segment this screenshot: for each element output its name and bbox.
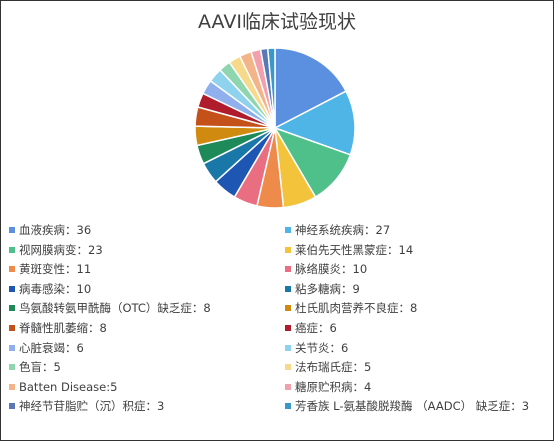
pie-slice-19 xyxy=(266,47,276,129)
legend-label: 神经系统疾病：27 xyxy=(295,223,391,237)
legend-item: 神经节苷脂贮（沉）积症：3 xyxy=(9,397,164,415)
legend-label: 关节炎：6 xyxy=(295,340,349,355)
legend-item: 糖原贮积病：4 xyxy=(285,378,371,396)
legend-label: 癌症：6 xyxy=(295,321,337,335)
legend-label: 脊髓性肌萎缩：8 xyxy=(19,321,107,335)
legend-label: 神经节苷脂贮（沉）积症：3 xyxy=(19,399,165,414)
legend-swatch xyxy=(285,325,291,331)
legend-item: 脉络膜炎：10 xyxy=(285,260,367,278)
pie-slice-0 xyxy=(274,47,348,130)
legend-label: 脉络膜炎：10 xyxy=(295,262,368,277)
legend-swatch xyxy=(9,285,15,292)
legend-swatch xyxy=(285,305,291,312)
legend-label: Batten Disease:5 xyxy=(19,379,118,394)
legend-label: 血液疾病：36 xyxy=(19,223,92,237)
legend-label: 鸟氨酸转氨甲酰酶（OTC）缺乏症：8 xyxy=(19,301,211,316)
legend-label: 视网膜病变：23 xyxy=(19,242,103,257)
legend-label: 糖原贮积病：4 xyxy=(295,379,372,394)
legend-swatch xyxy=(9,403,15,410)
legend-swatch xyxy=(9,266,15,273)
legend-label: 芳香族 L-氨基酸脱羧酶 （AADC） 缺乏症：3 xyxy=(295,399,530,414)
legend-item: Batten Disease:5 xyxy=(9,378,117,396)
legend-swatch xyxy=(285,364,291,371)
legend-item: 脊髓性肌萎缩：8 xyxy=(9,319,107,337)
legend-item: 神经系统疾病：27 xyxy=(285,221,390,239)
legend-item: 癌症：6 xyxy=(285,319,337,337)
legend-swatch xyxy=(9,227,15,233)
legend-swatch xyxy=(285,383,291,390)
legend-item: 莱伯先天性黑蒙症：14 xyxy=(285,241,413,259)
legend-swatch xyxy=(9,305,15,312)
legend-label: 黄斑变性：11 xyxy=(19,262,92,277)
legend-label: 心脏衰竭：6 xyxy=(19,340,84,355)
legend-swatch xyxy=(285,227,291,233)
pie-slice-1 xyxy=(273,90,356,156)
legend-swatch xyxy=(9,325,15,331)
legend-label: 莱伯先天性黑蒙症：14 xyxy=(295,242,414,257)
legend-item: 病毒感染：10 xyxy=(9,280,91,298)
legend-item: 杜氏肌肉营养不良症：8 xyxy=(285,299,417,317)
legend-item: 心脏衰竭：6 xyxy=(9,339,84,357)
legend-item: 视网膜病变：23 xyxy=(9,241,103,259)
legend-item: 黄斑变性：11 xyxy=(9,260,91,278)
legend-item: 关节炎：6 xyxy=(285,339,348,357)
legend-swatch xyxy=(9,344,15,351)
legend-swatch xyxy=(285,246,291,253)
legend-swatch xyxy=(9,364,15,371)
pie-chart xyxy=(194,47,356,209)
legend-swatch xyxy=(285,285,291,292)
legend-label: 色盲：5 xyxy=(19,360,61,375)
legend-swatch xyxy=(285,266,291,273)
legend-item: 鸟氨酸转氨甲酰酶（OTC）缺乏症：8 xyxy=(9,299,211,317)
legend-item: 法布瑞氏症：5 xyxy=(285,358,371,376)
legend-label: 法布瑞氏症：5 xyxy=(295,360,372,375)
legend-label: 杜氏肌肉营养不良症：8 xyxy=(295,301,418,316)
legend-item: 色盲：5 xyxy=(9,358,61,376)
legend-label: 粘多糖病：9 xyxy=(295,281,360,296)
legend-item: 血液疾病：36 xyxy=(9,221,91,239)
legend-item: 芳香族 L-氨基酸脱羧酶 （AADC） 缺乏症：3 xyxy=(285,397,529,415)
legend-swatch xyxy=(9,383,15,390)
legend-swatch xyxy=(9,246,15,253)
legend-swatch xyxy=(285,403,291,410)
legend-swatch xyxy=(285,344,291,351)
legend-label: 病毒感染：10 xyxy=(19,281,92,296)
chart-title: AAVI临床试验现状 xyxy=(198,11,356,33)
legend-item: 粘多糖病：9 xyxy=(285,280,360,298)
